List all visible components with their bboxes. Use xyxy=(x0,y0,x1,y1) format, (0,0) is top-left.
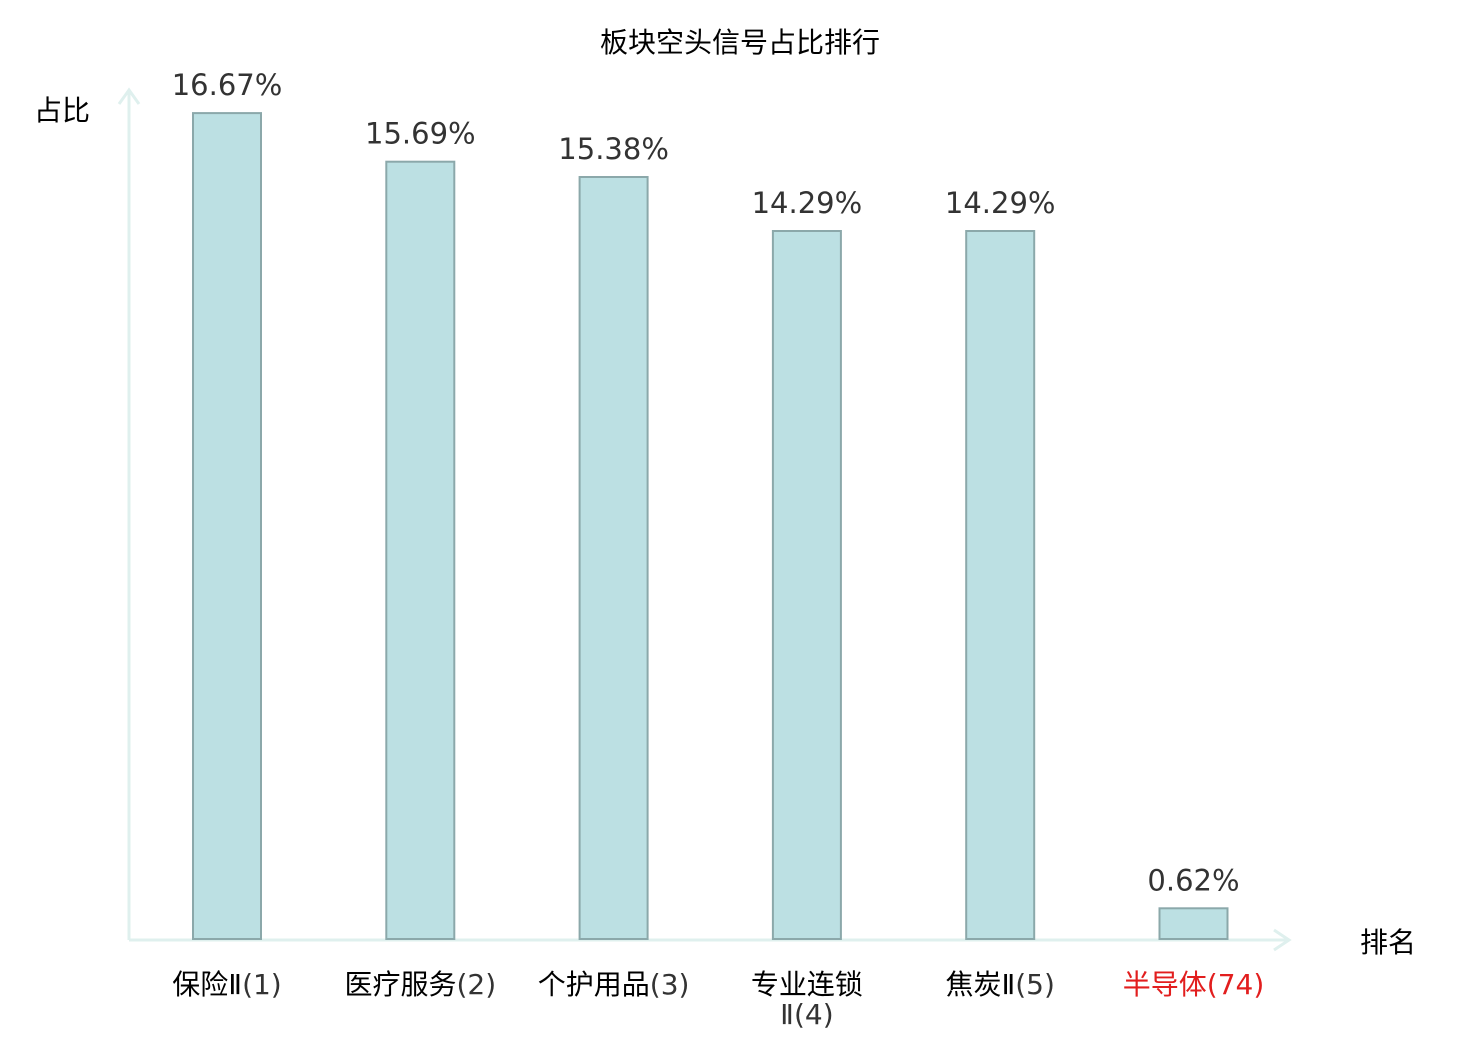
category-label-6: 半导体(74) xyxy=(1123,968,1265,1001)
bar-5 xyxy=(965,230,1036,940)
value-label-1: 16.67% xyxy=(172,68,283,102)
value-label-3: 15.38% xyxy=(558,132,669,166)
value-label-4: 14.29% xyxy=(752,186,863,220)
category-label-2: 医疗服务(2) xyxy=(344,968,496,1001)
bar-4 xyxy=(771,230,842,940)
chart-title: 板块空头信号占比排行 xyxy=(600,26,880,59)
y-axis xyxy=(117,87,141,940)
category-label-3: 个护用品(3) xyxy=(538,968,690,1001)
value-label-5: 14.29% xyxy=(945,186,1056,220)
category-label-5: 焦炭Ⅱ(5) xyxy=(945,968,1054,1001)
value-label-6: 0.62% xyxy=(1147,863,1239,897)
y-axis-title: 占比 xyxy=(34,94,90,127)
bars-group xyxy=(192,112,1229,941)
value-labels-group: 16.67% 15.69% 15.38% 14.29% 14.29% 0.62% xyxy=(172,68,1240,897)
bar-1 xyxy=(192,112,262,941)
category-label-4-line2: Ⅱ(4) xyxy=(780,998,833,1031)
x-axis xyxy=(129,928,1292,952)
bar-2 xyxy=(385,160,456,940)
value-label-2: 15.69% xyxy=(365,117,476,151)
category-label-1: 保险Ⅱ(1) xyxy=(172,968,281,1001)
bar-3 xyxy=(578,176,649,940)
category-label-4: 专业连锁 xyxy=(751,968,863,1001)
x-axis-title: 排名 xyxy=(1360,926,1416,959)
bar-6 xyxy=(1158,907,1229,940)
